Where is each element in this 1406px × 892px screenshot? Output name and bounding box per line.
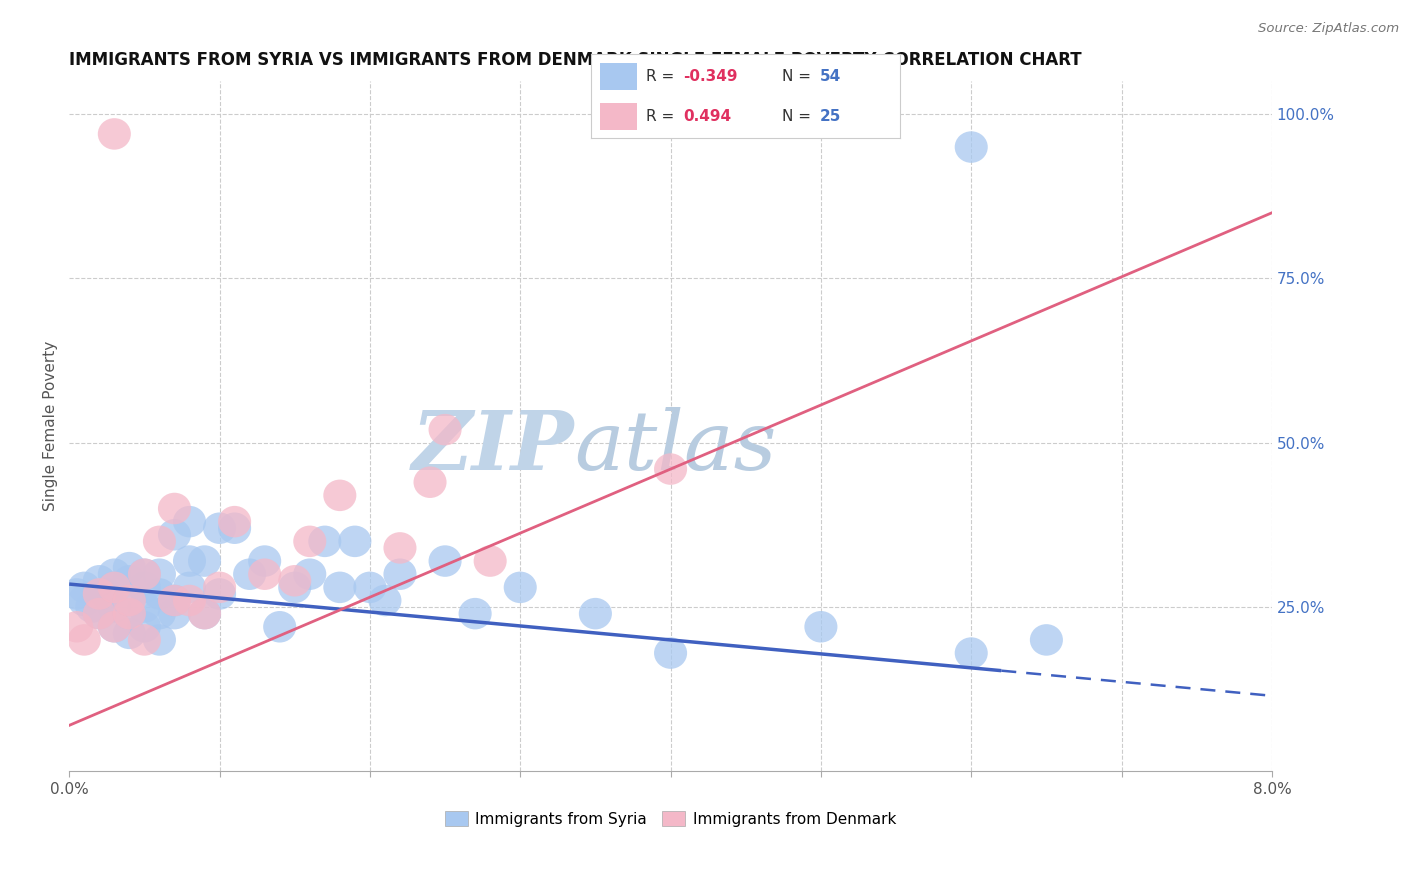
Text: Source: ZipAtlas.com: Source: ZipAtlas.com <box>1258 22 1399 36</box>
Text: 25: 25 <box>820 109 841 124</box>
Ellipse shape <box>173 585 207 616</box>
Ellipse shape <box>173 506 207 537</box>
Ellipse shape <box>247 558 281 590</box>
Ellipse shape <box>188 598 221 630</box>
Ellipse shape <box>503 572 537 603</box>
Ellipse shape <box>247 545 281 577</box>
Ellipse shape <box>128 611 160 642</box>
Ellipse shape <box>955 131 988 163</box>
Ellipse shape <box>60 578 93 610</box>
Ellipse shape <box>263 611 297 642</box>
Ellipse shape <box>112 552 146 583</box>
Ellipse shape <box>112 585 146 616</box>
Ellipse shape <box>413 467 447 498</box>
Ellipse shape <box>384 533 416 564</box>
Text: N =: N = <box>782 69 815 84</box>
Ellipse shape <box>368 585 402 616</box>
Ellipse shape <box>353 572 387 603</box>
Ellipse shape <box>474 545 506 577</box>
Ellipse shape <box>83 598 115 630</box>
Text: ZIP: ZIP <box>412 407 575 487</box>
Ellipse shape <box>429 545 461 577</box>
Ellipse shape <box>384 558 416 590</box>
Text: IMMIGRANTS FROM SYRIA VS IMMIGRANTS FROM DENMARK SINGLE FEMALE POVERTY CORRELATI: IMMIGRANTS FROM SYRIA VS IMMIGRANTS FROM… <box>69 51 1081 69</box>
FancyBboxPatch shape <box>600 62 637 90</box>
Ellipse shape <box>90 578 124 610</box>
Ellipse shape <box>278 572 311 603</box>
Ellipse shape <box>98 611 131 642</box>
Ellipse shape <box>202 512 236 544</box>
Ellipse shape <box>157 519 191 550</box>
Ellipse shape <box>173 572 207 603</box>
Ellipse shape <box>157 585 191 616</box>
Ellipse shape <box>128 558 160 590</box>
Text: 0.494: 0.494 <box>683 109 731 124</box>
Ellipse shape <box>202 572 236 603</box>
Ellipse shape <box>112 585 146 616</box>
Ellipse shape <box>98 611 131 642</box>
Ellipse shape <box>429 414 461 445</box>
Ellipse shape <box>323 572 356 603</box>
Ellipse shape <box>76 591 108 623</box>
Ellipse shape <box>128 558 160 590</box>
Ellipse shape <box>654 453 688 485</box>
Ellipse shape <box>83 598 115 630</box>
Ellipse shape <box>339 525 371 558</box>
Ellipse shape <box>128 572 160 603</box>
Text: R =: R = <box>647 69 679 84</box>
Ellipse shape <box>202 578 236 610</box>
Ellipse shape <box>173 545 207 577</box>
Ellipse shape <box>83 565 115 597</box>
Ellipse shape <box>143 624 176 656</box>
Ellipse shape <box>67 572 101 603</box>
Ellipse shape <box>67 624 101 656</box>
Ellipse shape <box>323 480 356 511</box>
Ellipse shape <box>579 598 612 630</box>
Ellipse shape <box>98 558 131 590</box>
FancyBboxPatch shape <box>600 103 637 130</box>
Text: -0.349: -0.349 <box>683 69 738 84</box>
Ellipse shape <box>157 598 191 630</box>
Text: atlas: atlas <box>575 407 776 487</box>
Ellipse shape <box>128 624 160 656</box>
Ellipse shape <box>804 611 838 642</box>
Ellipse shape <box>294 525 326 558</box>
Legend: Immigrants from Syria, Immigrants from Denmark: Immigrants from Syria, Immigrants from D… <box>439 805 903 833</box>
Ellipse shape <box>143 598 176 630</box>
Ellipse shape <box>278 565 311 597</box>
Ellipse shape <box>458 598 492 630</box>
Ellipse shape <box>98 118 131 150</box>
Ellipse shape <box>218 506 252 537</box>
Ellipse shape <box>67 585 101 616</box>
Ellipse shape <box>83 578 115 610</box>
Ellipse shape <box>188 545 221 577</box>
Ellipse shape <box>157 492 191 524</box>
Ellipse shape <box>218 512 252 544</box>
Ellipse shape <box>143 525 176 558</box>
Ellipse shape <box>112 617 146 649</box>
Y-axis label: Single Female Poverty: Single Female Poverty <box>44 342 58 511</box>
Ellipse shape <box>112 565 146 597</box>
Ellipse shape <box>112 598 146 630</box>
Ellipse shape <box>143 558 176 590</box>
Ellipse shape <box>157 585 191 616</box>
Ellipse shape <box>112 598 146 630</box>
Ellipse shape <box>233 558 266 590</box>
Ellipse shape <box>308 525 342 558</box>
Ellipse shape <box>98 572 131 603</box>
Ellipse shape <box>60 611 93 642</box>
Ellipse shape <box>128 591 160 623</box>
Text: N =: N = <box>782 109 815 124</box>
Ellipse shape <box>188 598 221 630</box>
Text: R =: R = <box>647 109 679 124</box>
Ellipse shape <box>98 572 131 603</box>
Ellipse shape <box>98 591 131 623</box>
Ellipse shape <box>955 637 988 669</box>
Ellipse shape <box>654 637 688 669</box>
Ellipse shape <box>1029 624 1063 656</box>
Ellipse shape <box>294 558 326 590</box>
Ellipse shape <box>143 578 176 610</box>
Text: 54: 54 <box>820 69 841 84</box>
